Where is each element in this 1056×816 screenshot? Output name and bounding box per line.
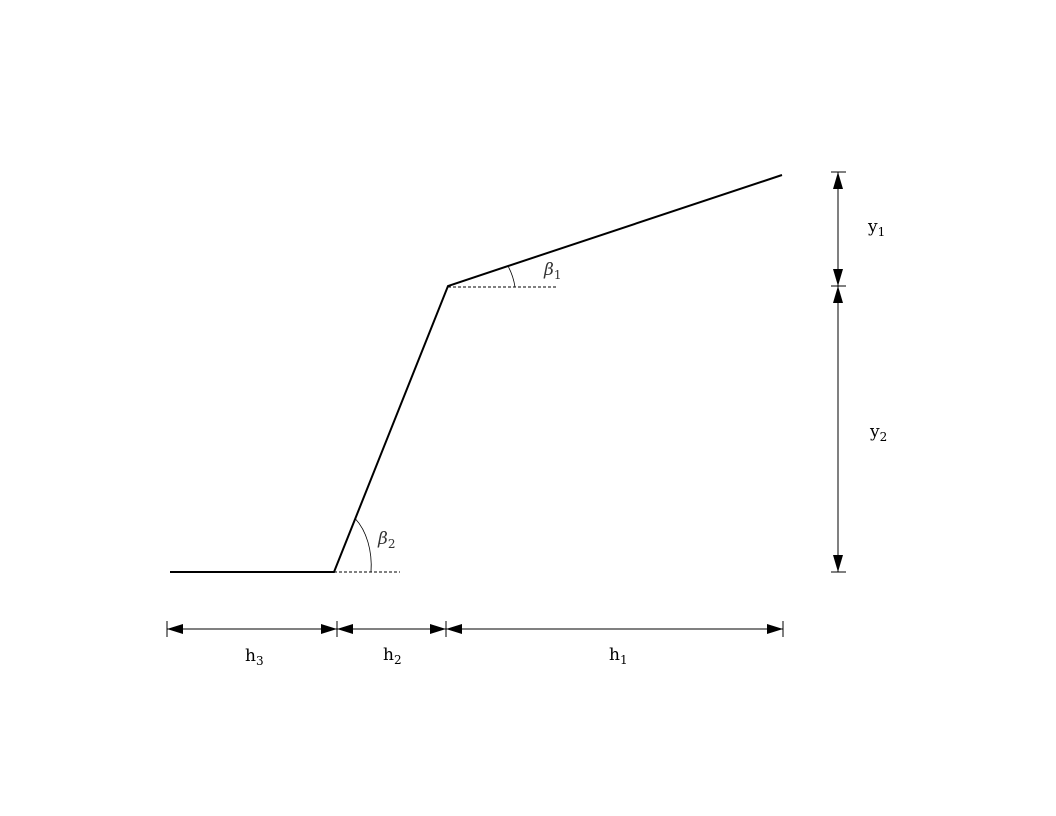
dimension-label-y2: y2 (869, 422, 887, 444)
dimension-label-y1: y1 (867, 217, 885, 239)
angle-label-beta2: β2 (377, 529, 395, 551)
horizontal-dimensions: h3 h2 h1 (166, 621, 784, 668)
arrowhead-h3-left (167, 624, 183, 634)
arrowhead-h1-right (767, 624, 783, 634)
arrowhead-y2-bottom (833, 555, 843, 572)
vertical-dimensions: y1 y2 (831, 171, 887, 573)
angle-arc-beta1 (508, 266, 516, 288)
arrowhead-h3-right (321, 624, 337, 634)
arrowhead-y1-bottom (833, 269, 843, 286)
arrowhead-y1-top (833, 172, 843, 189)
dimension-label-h3: h3 (245, 646, 264, 668)
arrowhead-h1-left (446, 624, 462, 634)
arrowhead-h2-right (430, 624, 446, 634)
angle-arc-beta2 (354, 518, 372, 573)
angle-label-beta1: β1 (543, 260, 561, 282)
arrowhead-h2-left (337, 624, 353, 634)
arrowhead-y2-top (833, 286, 843, 303)
dimension-label-h1: h1 (609, 645, 628, 667)
slope-profile-line (170, 174, 783, 573)
dimension-label-h2: h2 (383, 645, 402, 667)
